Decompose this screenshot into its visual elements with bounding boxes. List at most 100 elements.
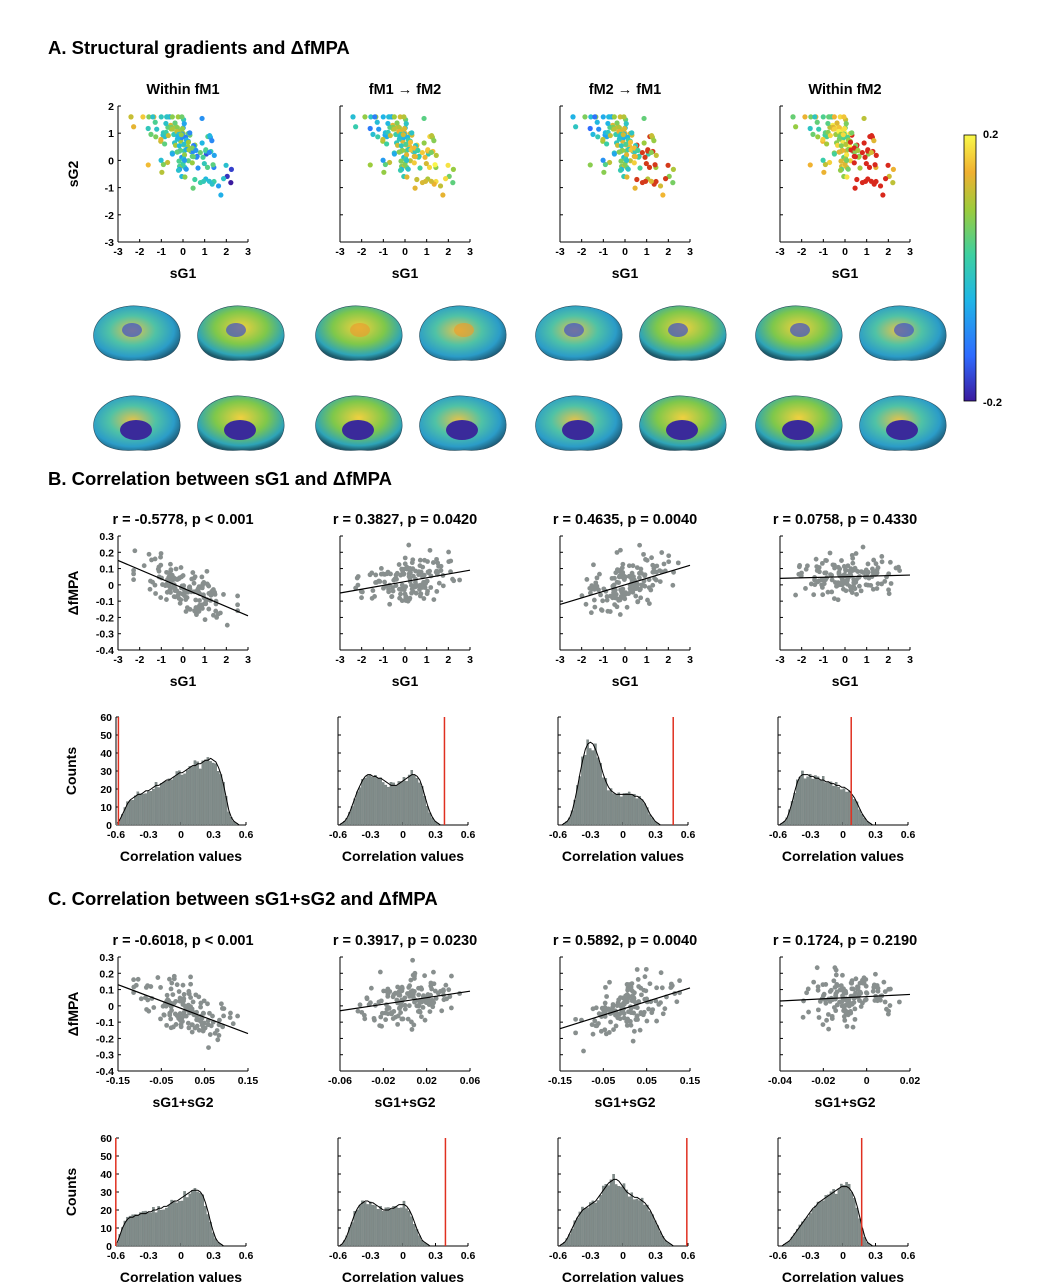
C5-bar (136, 1214, 140, 1247)
B6-bar (387, 786, 390, 826)
A3-point (646, 164, 653, 170)
C5-bar (146, 1212, 150, 1247)
brain-view (755, 305, 843, 361)
C7-bar (625, 1189, 628, 1247)
C2-point (439, 1008, 445, 1014)
brain-view (535, 305, 623, 361)
C4-point (875, 988, 881, 994)
C3-point (596, 1011, 602, 1017)
A4-point (843, 152, 850, 158)
brain-view (419, 395, 507, 451)
C3-xtick-label: -0.15 (548, 1075, 572, 1087)
B1-point (158, 554, 163, 560)
B1-point (132, 548, 138, 554)
B5-bar (222, 782, 225, 826)
B7-bar (596, 757, 600, 826)
C1-point (181, 992, 187, 997)
B6-bar (358, 787, 362, 826)
A2-point (428, 149, 434, 156)
A3-point (632, 154, 638, 160)
C5-ytick-label: 10 (100, 1223, 112, 1235)
C4-point (804, 990, 810, 996)
A3-point (624, 174, 630, 180)
C7-density-curve (559, 1178, 682, 1247)
C7-bar (601, 1185, 605, 1247)
B1-point (131, 577, 137, 583)
A3-point (625, 166, 631, 172)
A2-point (409, 130, 415, 136)
A2-point (386, 159, 393, 166)
brain-patch (350, 323, 370, 337)
C3-point (635, 1017, 640, 1022)
A4-point (855, 147, 861, 153)
C5-bar (152, 1207, 155, 1247)
C7-xtick-label: -0.3 (581, 1250, 599, 1262)
B3-point (654, 569, 659, 575)
B3-point (584, 577, 590, 582)
C7-bar (604, 1184, 608, 1247)
C2-point (409, 1027, 415, 1032)
B5-bar (154, 782, 158, 826)
B6-density-curve (339, 774, 462, 826)
B6-bar (402, 777, 406, 826)
B7-bar (609, 788, 613, 826)
B7-xtick-label: -0.6 (549, 829, 567, 841)
B4-point (816, 565, 822, 570)
C2-point (397, 1005, 402, 1011)
C3-point (634, 967, 640, 972)
A1-point (200, 178, 207, 184)
C3-point (616, 997, 622, 1003)
brain-patch (790, 323, 810, 337)
C3-point (647, 981, 653, 987)
B1-point (141, 563, 147, 569)
B8-bar (819, 779, 822, 826)
B2-point (382, 579, 387, 585)
B7-xlabel: Correlation values (562, 848, 684, 864)
A1-point (210, 162, 216, 168)
B4-point (847, 584, 853, 589)
B6-bar (420, 786, 424, 826)
A1-point (181, 121, 187, 127)
C5-bar (183, 1191, 186, 1247)
A1-point (195, 165, 201, 171)
C2-point (406, 1003, 412, 1009)
B2-xtick-label: 2 (445, 654, 451, 666)
C7-bar (591, 1200, 595, 1247)
B2-point (427, 568, 433, 574)
A2-point (391, 151, 398, 157)
A2-point (440, 192, 446, 198)
A4-xtick-label: 0 (842, 246, 848, 258)
C1-point (198, 1004, 203, 1010)
C4-point (845, 1012, 851, 1018)
brain-surface-maps (93, 305, 947, 451)
B3-xtick-label: -3 (555, 654, 564, 666)
A1-point (158, 157, 164, 163)
B3-point (583, 601, 589, 607)
B7-bar (604, 778, 608, 826)
B7-bar (643, 803, 646, 826)
A4-point (847, 158, 853, 164)
A4-point (826, 114, 832, 120)
C1-point (221, 1013, 227, 1019)
C1-point (181, 996, 187, 1002)
C8-bar (808, 1213, 812, 1247)
B4-point (820, 585, 825, 590)
C4-point (815, 1007, 821, 1013)
C7-bar (594, 1202, 597, 1247)
C4-point (820, 982, 826, 988)
A1-point (131, 124, 137, 130)
C4-point (870, 988, 876, 994)
A4-point (821, 169, 827, 175)
C2-point (420, 1005, 426, 1010)
A4-xtick-label: -3 (775, 246, 784, 258)
B4-point (855, 569, 861, 574)
B3-point (620, 561, 626, 567)
C3-point (592, 1018, 598, 1024)
C7-bar (646, 1204, 649, 1247)
brain-patch (122, 323, 142, 337)
C3-point (637, 1027, 643, 1033)
B1-xtick-label: -2 (135, 654, 144, 666)
B4-point (851, 580, 857, 585)
B5-bar (204, 759, 207, 826)
